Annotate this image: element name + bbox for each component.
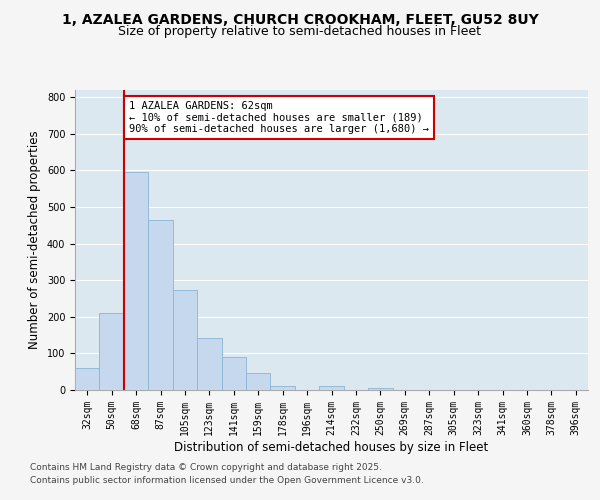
Bar	[221, 357, 246, 390]
Text: Contains public sector information licensed under the Open Government Licence v3: Contains public sector information licen…	[30, 476, 424, 485]
Text: Contains HM Land Registry data © Crown copyright and database right 2025.: Contains HM Land Registry data © Crown c…	[30, 462, 382, 471]
Bar	[271, 386, 295, 390]
X-axis label: Distribution of semi-detached houses by size in Fleet: Distribution of semi-detached houses by …	[175, 440, 488, 454]
Bar	[124, 172, 148, 390]
Bar	[368, 388, 392, 390]
Text: Size of property relative to semi-detached houses in Fleet: Size of property relative to semi-detach…	[119, 25, 482, 38]
Y-axis label: Number of semi-detached properties: Number of semi-detached properties	[28, 130, 41, 350]
Bar	[197, 338, 221, 390]
Text: 1 AZALEA GARDENS: 62sqm
← 10% of semi-detached houses are smaller (189)
90% of s: 1 AZALEA GARDENS: 62sqm ← 10% of semi-de…	[129, 101, 429, 134]
Bar	[75, 368, 100, 390]
Bar	[100, 313, 124, 390]
Text: 1, AZALEA GARDENS, CHURCH CROOKHAM, FLEET, GU52 8UY: 1, AZALEA GARDENS, CHURCH CROOKHAM, FLEE…	[62, 12, 538, 26]
Bar	[173, 290, 197, 390]
Bar	[246, 373, 271, 390]
Bar	[319, 386, 344, 390]
Bar	[148, 220, 173, 390]
